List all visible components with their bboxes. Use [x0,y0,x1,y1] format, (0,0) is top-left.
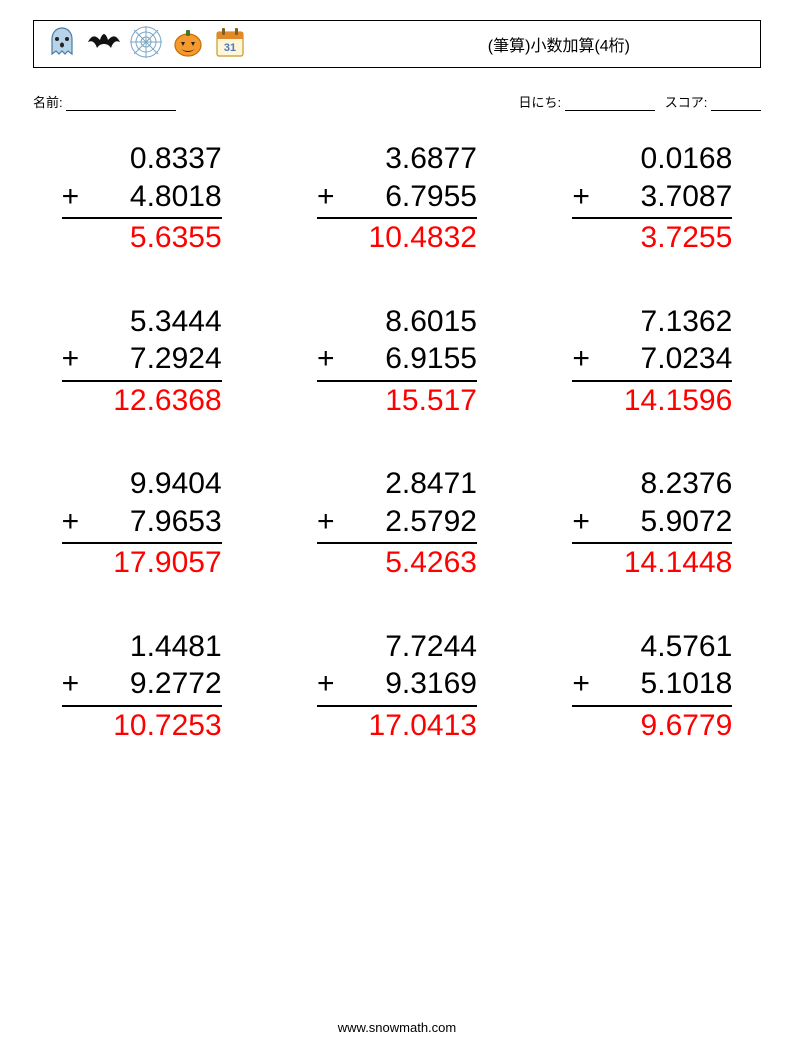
operator: + [572,505,590,538]
jackolantern-icon [170,24,206,65]
date-label: 日にち: [519,92,655,111]
problem: 7.1362+7.023414.1596 [572,303,732,420]
worksheet-title: (筆算)小数加算(4桁) [488,32,630,56]
answer: 17.9057 [62,544,222,582]
operator: + [572,342,590,375]
operator: + [572,180,590,213]
calendar-icon: 31 [212,24,248,65]
name-blank [66,98,176,111]
score-label: スコア: [665,92,761,111]
operand-2-value: 3.7087 [641,178,733,216]
score-label-text: スコア: [665,95,708,110]
meta-row: 名前: 日にち: スコア: [33,92,761,111]
operand-2: +7.0234 [572,340,732,382]
operand-1: 7.7244 [317,628,477,666]
operand-2-value: 6.9155 [385,340,477,378]
operand-2-value: 7.9653 [130,503,222,541]
problem: 8.6015+6.915515.517 [317,303,477,420]
answer: 14.1596 [572,382,732,420]
name-label: 名前: [33,92,176,111]
operator: + [62,342,80,375]
score-blank [711,98,761,111]
operand-2-value: 4.8018 [130,178,222,216]
operator: + [62,180,80,213]
operator: + [317,667,335,700]
operand-2-value: 2.5792 [385,503,477,541]
operand-2: +4.8018 [62,178,222,220]
operand-2: +6.7955 [317,178,477,220]
operand-1: 8.6015 [317,303,477,341]
answer: 9.6779 [572,707,732,745]
operand-2: +9.3169 [317,665,477,707]
operand-2: +7.9653 [62,503,222,545]
problem: 0.8337+4.80185.6355 [62,140,222,257]
answer: 3.7255 [572,219,732,257]
operand-2: +5.9072 [572,503,732,545]
operand-2-value: 7.0234 [641,340,733,378]
problem: 9.9404+7.965317.9057 [62,465,222,582]
operand-2-value: 5.9072 [641,503,733,541]
operand-1: 7.1362 [572,303,732,341]
operand-1: 4.5761 [572,628,732,666]
operator: + [62,505,80,538]
operator: + [62,667,80,700]
problem: 7.7244+9.316917.0413 [317,628,477,745]
operand-2-value: 9.3169 [385,665,477,703]
operand-2-value: 9.2772 [130,665,222,703]
footer-url: www.snowmath.com [0,1020,794,1035]
operand-1: 9.9404 [62,465,222,503]
answer: 10.4832 [317,219,477,257]
operand-1: 2.8471 [317,465,477,503]
problem: 5.3444+7.292412.6368 [62,303,222,420]
operator: + [317,505,335,538]
operator: + [317,342,335,375]
answer: 12.6368 [62,382,222,420]
ghost-icon [44,24,80,65]
operand-1: 0.8337 [62,140,222,178]
answer: 5.6355 [62,219,222,257]
name-label-text: 名前: [33,95,63,110]
operand-2-value: 6.7955 [385,178,477,216]
date-label-text: 日にち: [519,95,562,110]
operand-1: 5.3444 [62,303,222,341]
operand-2-value: 7.2924 [130,340,222,378]
answer: 5.4263 [317,544,477,582]
spiderweb-icon [128,24,164,65]
icon-strip: 31 [44,24,248,65]
problem-grid: 0.8337+4.80185.6355 3.6877+6.795510.4832… [54,140,740,744]
operand-2: +7.2924 [62,340,222,382]
operator: + [317,180,335,213]
operand-2: +6.9155 [317,340,477,382]
answer: 14.1448 [572,544,732,582]
answer: 17.0413 [317,707,477,745]
problem: 1.4481+9.277210.7253 [62,628,222,745]
operand-1: 8.2376 [572,465,732,503]
problem: 2.8471+2.57925.4263 [317,465,477,582]
operand-2: +9.2772 [62,665,222,707]
answer: 15.517 [317,382,477,420]
answer: 10.7253 [62,707,222,745]
date-blank [565,98,655,111]
operand-1: 0.0168 [572,140,732,178]
problem: 3.6877+6.795510.4832 [317,140,477,257]
operand-1: 3.6877 [317,140,477,178]
worksheet-header: 31 (筆算)小数加算(4桁) [33,20,761,68]
operand-2: +2.5792 [317,503,477,545]
bat-icon [86,24,122,65]
svg-text:31: 31 [224,42,236,54]
problem: 4.5761+5.10189.6779 [572,628,732,745]
operand-2-value: 5.1018 [641,665,733,703]
operand-2: +3.7087 [572,178,732,220]
problem: 0.0168+3.70873.7255 [572,140,732,257]
problem: 8.2376+5.907214.1448 [572,465,732,582]
operator: + [572,667,590,700]
operand-2: +5.1018 [572,665,732,707]
operand-1: 1.4481 [62,628,222,666]
